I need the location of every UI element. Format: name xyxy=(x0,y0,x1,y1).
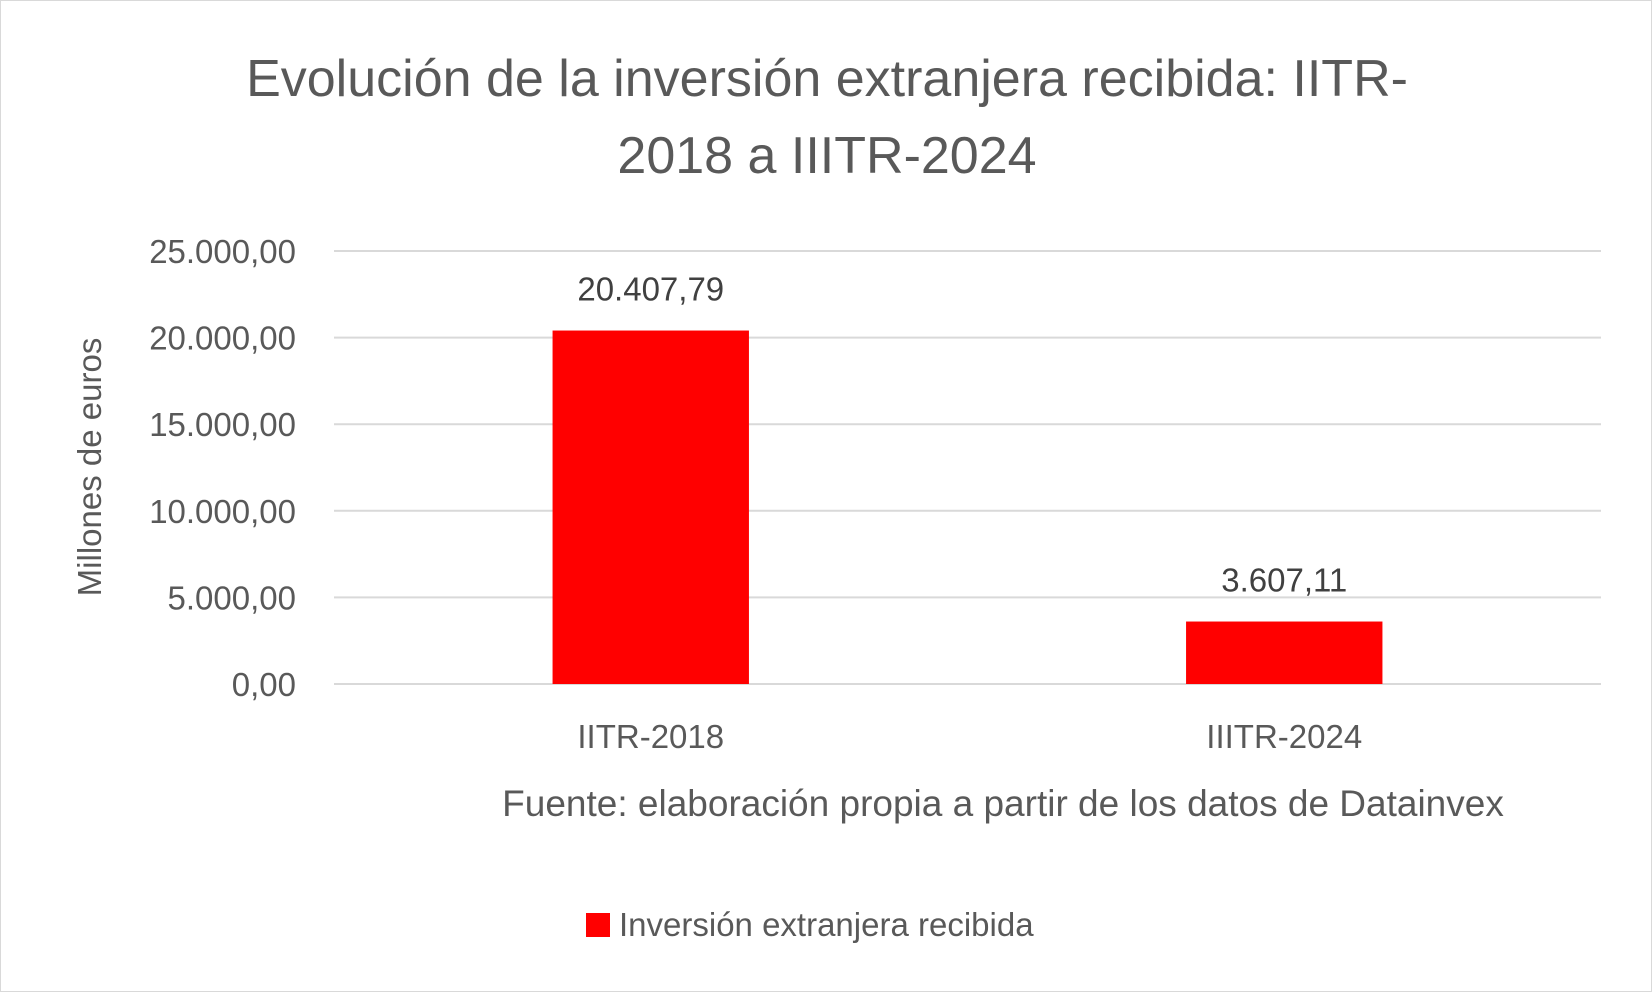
chart-title: Evolución de la inversión extranjera rec… xyxy=(246,50,1408,185)
chart-title-line-2: 2018 a IIITR-2024 xyxy=(617,127,1036,185)
bars xyxy=(552,330,1383,684)
y-tick-label: 15.000,00 xyxy=(149,406,296,443)
x-category-label: IIITR-2024 xyxy=(1206,718,1362,755)
bar-iiitr-2024 xyxy=(1186,621,1383,684)
data-label: 20.407,79 xyxy=(577,271,724,308)
y-tick-label: 5.000,00 xyxy=(168,579,296,616)
data-label: 3.607,11 xyxy=(1221,562,1347,599)
legend-label: Inversión extranjera recibida xyxy=(619,906,1034,943)
data-labels: 20.407,79 3.607,11 xyxy=(577,271,1347,599)
x-axis-category-labels: IITR-2018 IIITR-2024 xyxy=(577,718,1362,755)
y-axis-tick-labels: 0,00 5.000,00 10.000,00 15.000,00 20.000,00 2… xyxy=(149,233,296,703)
legend: Inversión extranjera recibida xyxy=(586,906,1034,943)
y-tick-label: 25.000,00 xyxy=(149,233,296,270)
x-category-label: IITR-2018 xyxy=(577,718,724,755)
y-tick-label: 10.000,00 xyxy=(149,493,296,530)
bar-iitr-2018 xyxy=(552,330,749,684)
x-axis-title-source: Fuente: elaboración propia a partir de l… xyxy=(502,783,1504,824)
y-tick-label: 20.000,00 xyxy=(149,320,296,357)
chart-title-line-1: Evolución de la inversión extranjera rec… xyxy=(246,50,1408,108)
gridlines xyxy=(334,250,1601,685)
legend-swatch xyxy=(586,913,610,937)
y-tick-label: 0,00 xyxy=(232,666,296,703)
y-axis-title: Millones de euros xyxy=(71,338,108,597)
